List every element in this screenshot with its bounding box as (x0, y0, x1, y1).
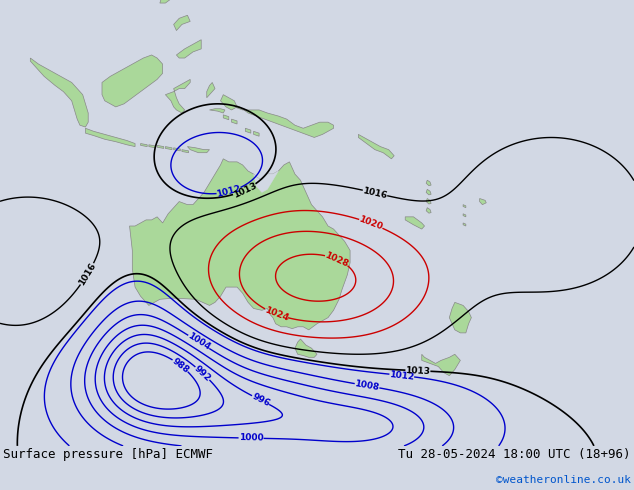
Text: 1024: 1024 (263, 305, 290, 323)
Text: ©weatheronline.co.uk: ©weatheronline.co.uk (496, 475, 631, 485)
Polygon shape (165, 147, 172, 149)
Polygon shape (254, 171, 278, 193)
Text: 1013: 1013 (231, 181, 258, 199)
Polygon shape (221, 95, 237, 110)
Text: Tu 28-05-2024 18:00 UTC (18+96): Tu 28-05-2024 18:00 UTC (18+96) (398, 447, 631, 461)
Text: 1012: 1012 (389, 369, 415, 381)
Polygon shape (426, 208, 431, 213)
Polygon shape (226, 104, 333, 137)
Polygon shape (165, 79, 190, 113)
Polygon shape (295, 339, 317, 357)
Polygon shape (102, 55, 163, 107)
Text: 1008: 1008 (354, 379, 380, 392)
Text: 1020: 1020 (358, 215, 384, 232)
Text: 1004: 1004 (186, 332, 212, 352)
Polygon shape (358, 134, 394, 159)
Polygon shape (149, 145, 155, 148)
Polygon shape (209, 109, 225, 113)
Text: 1013: 1013 (405, 366, 430, 376)
Text: 996: 996 (250, 392, 271, 408)
Text: 988: 988 (171, 356, 191, 375)
Polygon shape (463, 223, 466, 226)
Polygon shape (245, 128, 251, 133)
Polygon shape (463, 214, 466, 217)
Polygon shape (160, 0, 179, 3)
Polygon shape (174, 148, 180, 151)
Polygon shape (86, 128, 135, 147)
Polygon shape (426, 180, 431, 186)
Polygon shape (450, 302, 471, 333)
Polygon shape (426, 189, 431, 195)
Polygon shape (129, 159, 350, 330)
Polygon shape (231, 119, 237, 124)
Text: Surface pressure [hPa] ECMWF: Surface pressure [hPa] ECMWF (3, 447, 213, 461)
Polygon shape (30, 58, 88, 127)
Text: 1012: 1012 (216, 184, 242, 199)
Polygon shape (480, 198, 486, 205)
Polygon shape (188, 147, 209, 153)
Polygon shape (422, 354, 460, 376)
Text: 992: 992 (193, 364, 212, 383)
Polygon shape (141, 144, 147, 147)
Text: 1000: 1000 (238, 433, 264, 443)
Polygon shape (182, 149, 188, 153)
Polygon shape (223, 115, 229, 120)
Polygon shape (207, 82, 215, 98)
Polygon shape (176, 40, 201, 58)
Polygon shape (405, 217, 425, 229)
Polygon shape (426, 198, 431, 204)
Polygon shape (463, 205, 466, 208)
Polygon shape (174, 15, 190, 30)
Text: 1028: 1028 (324, 250, 350, 269)
Text: 1016: 1016 (362, 186, 388, 200)
Text: 1016: 1016 (77, 261, 98, 287)
Polygon shape (254, 131, 259, 136)
Polygon shape (157, 146, 164, 148)
